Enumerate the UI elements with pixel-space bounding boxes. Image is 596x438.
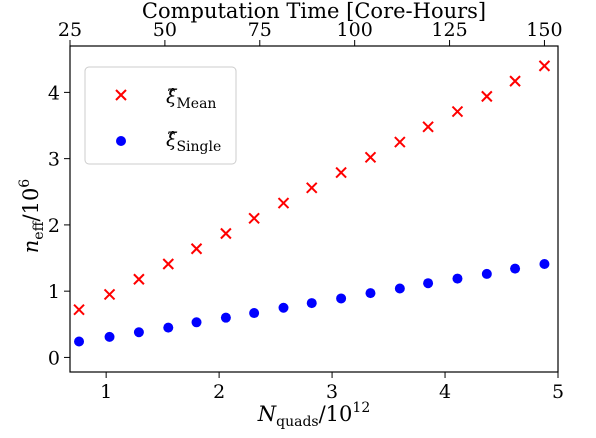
point-mean [306, 182, 318, 194]
top-x-tick-label: 25 [58, 19, 82, 41]
x-tick-label: 4 [439, 381, 451, 403]
point-single [249, 308, 260, 319]
point-single [423, 278, 434, 289]
y-tick-label: 0 [48, 347, 60, 369]
point-single [336, 293, 347, 304]
point-single [191, 317, 202, 328]
point-mean [220, 227, 232, 240]
point-single [510, 263, 521, 274]
top-axis-label: Computation Time [Core-Hours] [142, 0, 486, 23]
y-tick-label: 2 [48, 215, 60, 237]
point-single [306, 298, 317, 309]
legend: ξ̂Mean ξ̂Single [84, 66, 237, 165]
point-mean [73, 304, 85, 316]
top-x-tick-label: 100 [337, 19, 373, 41]
top-x-tick-label: 150 [526, 19, 562, 41]
point-single [481, 268, 492, 279]
x-axis-label: Nquads/1012 [257, 400, 370, 430]
x-tick-label: 5 [552, 381, 564, 403]
point-single [104, 331, 115, 342]
y-tick-label: 4 [48, 82, 60, 104]
x-tick-label: 2 [213, 381, 225, 403]
point-single [74, 336, 85, 347]
point-mean [277, 197, 290, 209]
point-mean [451, 105, 464, 118]
point-single [133, 327, 144, 338]
point-mean [248, 212, 260, 224]
point-single [539, 258, 550, 269]
x-tick-label: 1 [100, 381, 112, 403]
legend-marker-mean [115, 89, 127, 101]
point-mean [538, 60, 551, 72]
point-mean [481, 90, 493, 103]
point-single [278, 302, 289, 313]
point-mean [162, 258, 174, 270]
point-single [452, 273, 463, 284]
point-single [220, 312, 231, 323]
point-mean [394, 136, 406, 148]
x-tick-label: 3 [326, 381, 338, 403]
plot-frame [69, 45, 559, 373]
point-mean [509, 75, 521, 87]
legend-marker-single [116, 136, 126, 146]
y-tick-label: 1 [48, 281, 60, 303]
top-x-tick-label: 75 [248, 19, 272, 41]
point-single [365, 288, 376, 299]
point-single [163, 322, 174, 333]
y-axis-label: neff/106 [17, 179, 47, 254]
point-mean [103, 288, 116, 301]
point-mean [190, 243, 203, 255]
point-mean [133, 273, 145, 285]
y-tick-label: 3 [48, 149, 60, 171]
point-single [394, 283, 405, 294]
point-mean [335, 166, 347, 179]
legend-label-single: ξ̂Single [166, 129, 221, 155]
legend-label-mean: ξ̂Mean [166, 86, 216, 112]
point-mean [422, 121, 434, 133]
top-x-tick-label: 125 [431, 19, 467, 41]
top-x-tick-label: 50 [153, 19, 177, 41]
point-mean [364, 151, 377, 164]
